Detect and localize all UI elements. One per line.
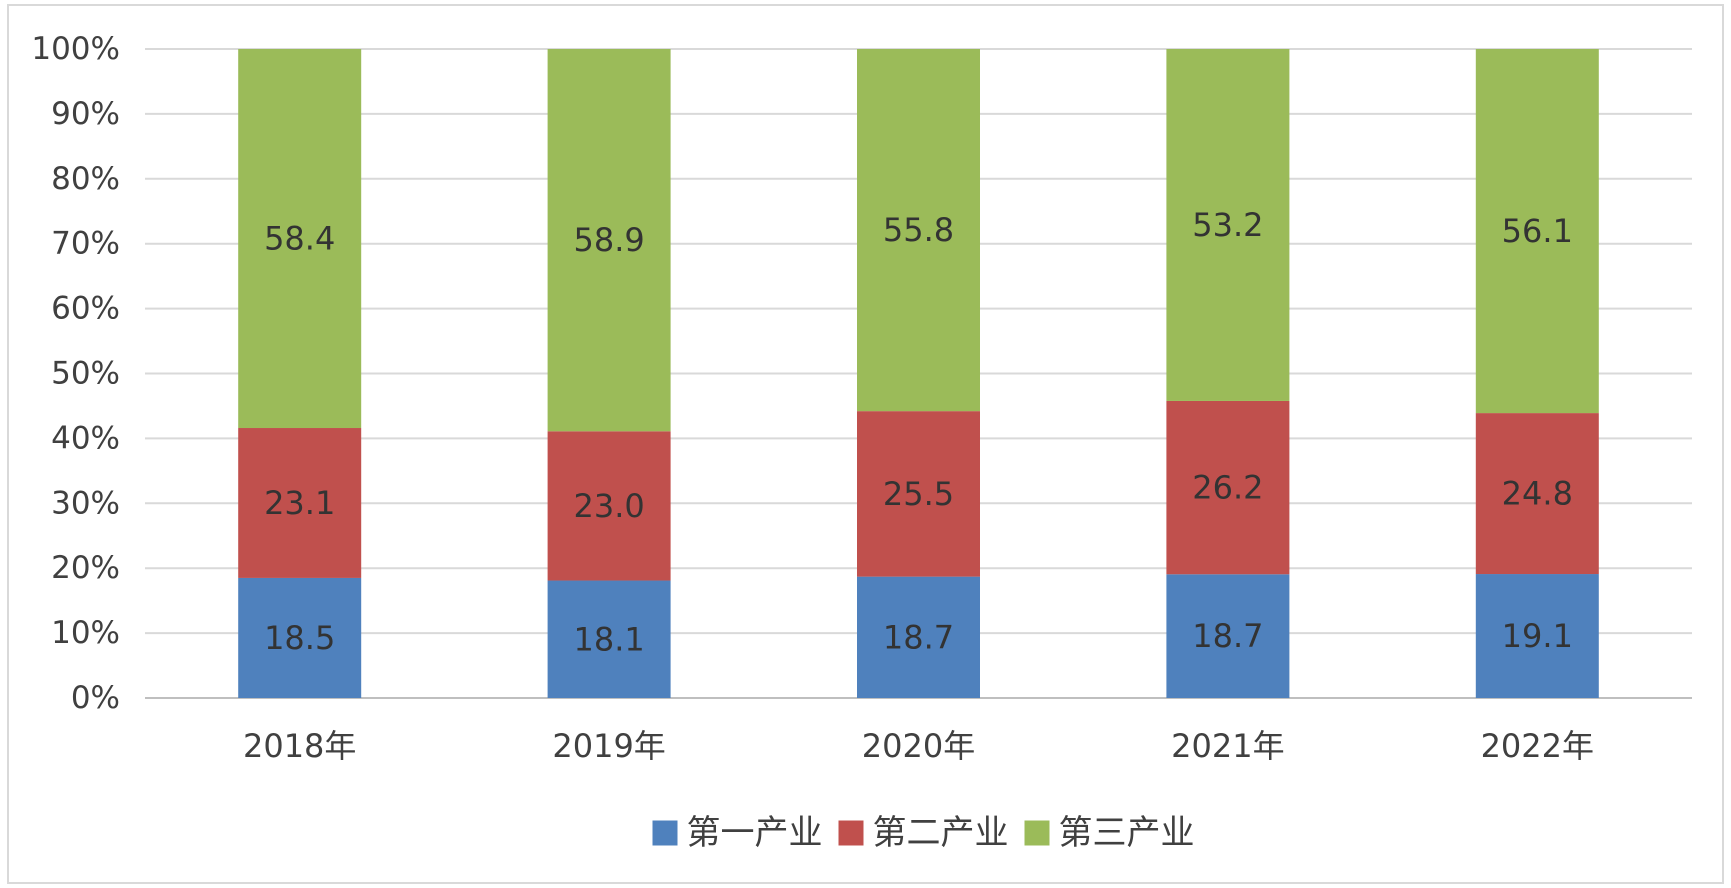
- bar-segment: [238, 577, 362, 698]
- data-label: 18.7: [883, 618, 954, 656]
- y-tick-label: 0%: [71, 680, 120, 716]
- data-label: 25.5: [883, 475, 954, 513]
- y-tick-label: 50%: [51, 356, 120, 392]
- x-category-label: 2022年: [1481, 727, 1594, 765]
- bar-segment: [547, 49, 671, 432]
- legend[interactable]: 第一产业 第二产业 第三产业: [652, 813, 1195, 853]
- y-tick-label: 10%: [51, 615, 120, 651]
- legend-label[interactable]: 第三产业: [1059, 813, 1195, 853]
- data-label: 18.7: [1192, 617, 1263, 655]
- legend-swatch: [652, 820, 678, 846]
- bar-segment: [238, 49, 362, 429]
- data-label: 55.8: [883, 211, 954, 249]
- y-tick-label: 100%: [31, 31, 120, 67]
- data-label: 19.1: [1502, 617, 1573, 655]
- bar-segment: [1475, 574, 1599, 698]
- data-label: 18.1: [573, 620, 644, 658]
- x-category-label: 2019年: [552, 727, 665, 765]
- y-axis-tick-labels: 0% 10% 20% 30% 40% 50% 60% 70% 80% 90% 100%: [31, 31, 120, 716]
- y-tick-label: 90%: [51, 96, 120, 132]
- bar-segment: [1166, 574, 1290, 698]
- bar-segment: [857, 576, 980, 698]
- bar-segment: [857, 411, 980, 577]
- data-label: 56.1: [1502, 212, 1573, 250]
- y-tick-label: 80%: [51, 161, 120, 197]
- x-axis-category-labels: 2018年 2019年 2020年 2021年 2022年: [243, 727, 1594, 765]
- bar-segment: [1166, 400, 1290, 575]
- data-label: 58.9: [573, 221, 644, 259]
- legend-swatch: [838, 820, 864, 846]
- data-label: 26.2: [1192, 469, 1263, 507]
- bar-segment: [547, 580, 671, 698]
- y-tick-label: 20%: [51, 550, 120, 586]
- y-tick-label: 40%: [51, 420, 120, 456]
- x-category-label: 2021年: [1171, 727, 1284, 765]
- bar-segment: [1166, 49, 1290, 401]
- legend-swatch: [1024, 820, 1050, 846]
- bars: [238, 49, 1599, 698]
- data-label: 53.2: [1192, 206, 1263, 244]
- bar-segment: [1475, 413, 1599, 575]
- y-tick-label: 70%: [51, 226, 120, 262]
- y-tick-label: 60%: [51, 291, 120, 327]
- legend-label[interactable]: 第一产业: [687, 813, 823, 853]
- data-label: 23.0: [573, 487, 644, 525]
- data-label: 23.1: [264, 484, 335, 522]
- bar-segment: [1475, 49, 1599, 414]
- x-category-label: 2020年: [862, 727, 975, 765]
- bar-segment: [238, 428, 362, 578]
- y-tick-label: 30%: [51, 485, 120, 521]
- legend-label[interactable]: 第二产业: [873, 813, 1009, 853]
- data-label: 58.4: [264, 220, 335, 258]
- data-labels: 18.5 23.1 58.4 18.1 23.0 58.9 18.7 25.5 55.8 18.7…: [264, 206, 1573, 658]
- bar-segment: [857, 49, 980, 412]
- x-category-label: 2018年: [243, 727, 356, 765]
- data-label: 24.8: [1502, 475, 1573, 513]
- data-label: 18.5: [264, 619, 335, 657]
- bar-segment: [547, 431, 671, 581]
